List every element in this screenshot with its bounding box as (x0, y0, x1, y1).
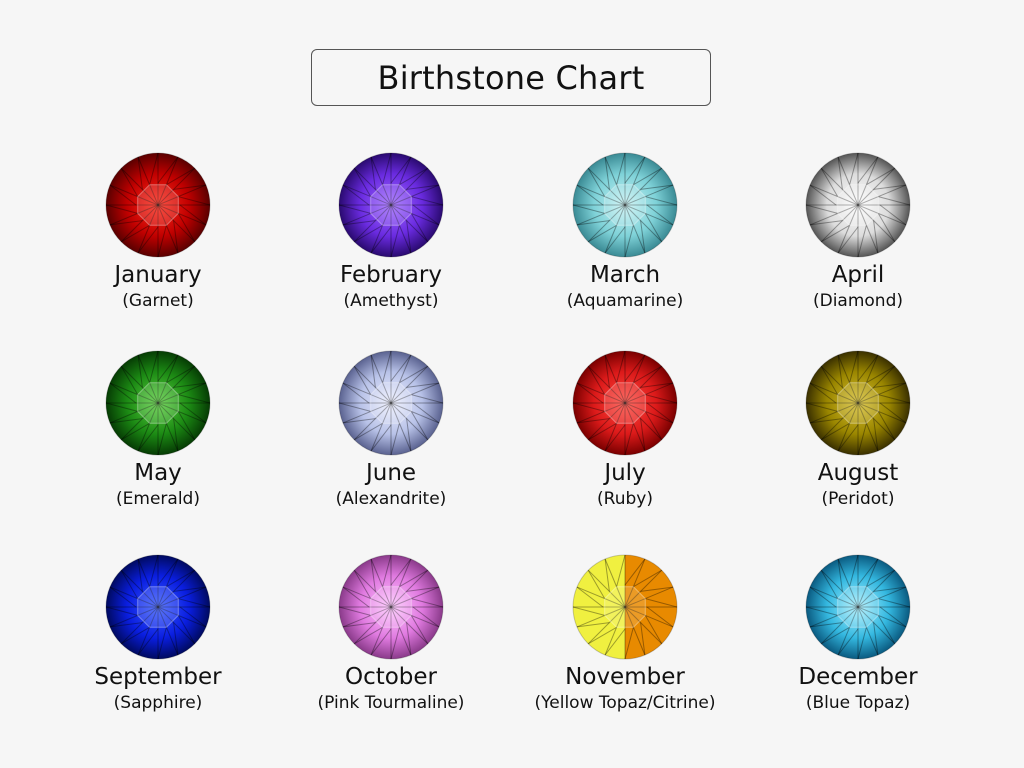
birthstone-august: August (Peridot) (738, 350, 978, 510)
stone-label: (Peridot) (821, 489, 895, 509)
birthstone-may: May (Emerald) (38, 350, 278, 510)
month-label: July (604, 460, 646, 486)
stone-label: (Emerald) (116, 489, 200, 509)
stone-label: (Garnet) (122, 291, 194, 311)
birthstone-march: March (Aquamarine) (505, 152, 745, 312)
gem-icon (572, 350, 678, 456)
gem-icon (105, 350, 211, 456)
birthstone-april: April (Diamond) (738, 152, 978, 312)
month-label: August (817, 460, 899, 486)
gem-icon (338, 554, 444, 660)
birthstone-june: June (Alexandrite) (271, 350, 511, 510)
month-label: November (565, 664, 685, 690)
birthstone-october: October (Pink Tourmaline) (271, 554, 511, 714)
month-label: December (798, 664, 918, 690)
stone-label: (Sapphire) (113, 693, 203, 713)
birthstone-january: January (Garnet) (38, 152, 278, 312)
stone-label: (Pink Tourmaline) (317, 693, 465, 713)
gem-icon (572, 152, 678, 258)
gem-icon (572, 554, 678, 660)
month-label: April (831, 262, 885, 288)
gem-icon (338, 350, 444, 456)
gem-icon (105, 152, 211, 258)
stone-label: (Ruby) (597, 489, 653, 509)
month-label: June (365, 460, 417, 486)
stone-label: (Amethyst) (343, 291, 439, 311)
stone-label: (Aquamarine) (566, 291, 684, 311)
month-label: January (114, 262, 202, 288)
birthstone-december: December (Blue Topaz) (738, 554, 978, 714)
stone-label: (Diamond) (812, 291, 904, 311)
gem-icon (338, 152, 444, 258)
month-label: March (589, 262, 661, 288)
gem-icon (805, 554, 911, 660)
gem-icon (105, 554, 211, 660)
chart-title: Birthstone Chart (311, 49, 711, 106)
birthstone-november: November (Yellow Topaz/Citrine) (505, 554, 745, 714)
stone-label: (Yellow Topaz/Citrine) (534, 693, 716, 713)
stone-label: (Blue Topaz) (805, 693, 911, 713)
month-label: May (134, 460, 182, 486)
month-label: September (94, 664, 222, 690)
gem-icon (805, 350, 911, 456)
birthstone-february: February (Amethyst) (271, 152, 511, 312)
birthstone-september: September (Sapphire) (38, 554, 278, 714)
birthstone-july: July (Ruby) (505, 350, 745, 510)
month-label: October (344, 664, 438, 690)
month-label: February (340, 262, 442, 288)
stone-label: (Alexandrite) (335, 489, 447, 509)
gem-icon (805, 152, 911, 258)
